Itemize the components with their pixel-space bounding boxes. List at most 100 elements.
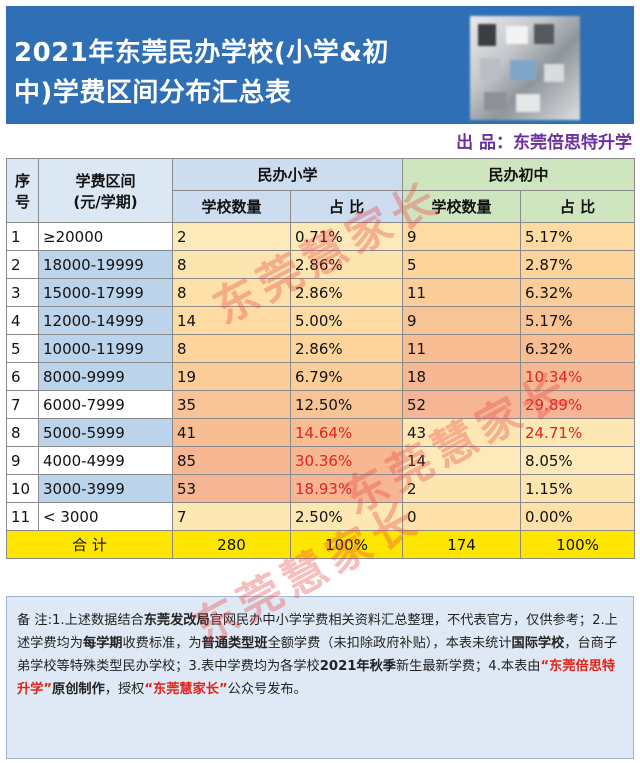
middle-count-cell: 9: [402, 222, 522, 251]
primary-ratio-cell: 2.86%: [289, 278, 404, 307]
row-index: 6: [6, 362, 39, 391]
header-primary-ratio: 占 比: [289, 190, 404, 223]
note-text: ，授权: [104, 682, 145, 697]
total-primary-ratio: 100%: [289, 530, 404, 559]
table-row: 9 4000-4999 85 30.36% 14 8.05%: [6, 446, 636, 475]
primary-ratio-cell: 6.79%: [289, 362, 404, 391]
middle-count-cell: 11: [402, 334, 522, 363]
producer-label: 出 品：东莞倍思特升学: [456, 133, 632, 153]
table-row: 5 10000-11999 8 2.86% 11 6.32%: [6, 334, 636, 363]
table-body: 1 ≥20000 2 0.71% 9 5.17% 2 18000-19999 8 2.86% 5 2.…: [6, 222, 636, 531]
row-index: 4: [6, 306, 39, 335]
total-row: 合 计 280 100% 174 100%: [6, 530, 636, 559]
middle-ratio-cell: 10.34%: [520, 362, 636, 391]
primary-ratio-cell: 2.50%: [289, 502, 404, 531]
primary-count-cell: 2: [172, 222, 291, 251]
table-row: 4 12000-14999 14 5.00% 9 5.17%: [6, 306, 636, 335]
primary-count-cell: 7: [172, 502, 291, 531]
row-index: 8: [6, 418, 39, 447]
note-bold: 2021年秋季: [319, 659, 396, 674]
middle-count-cell: 43: [402, 418, 522, 447]
header-index: 序 号: [6, 158, 39, 223]
header-middle-school: 民办初中: [402, 158, 636, 191]
table-row: 6 8000-9999 19 6.79% 18 10.34%: [6, 362, 636, 391]
note-text: 新生最新学费；4.本表由: [396, 659, 541, 674]
row-index: 1: [6, 222, 39, 251]
note-text: 官网民办中小学学费相关资料汇总整理，不代表官方，仅供参考；2.上述学费均为: [17, 613, 618, 651]
row-index: 11: [6, 502, 39, 531]
header-fee-range: 学费区间 (元/学期): [38, 158, 173, 223]
fee-range-cell: 6000-7999: [38, 390, 173, 419]
primary-ratio-cell: 12.50%: [289, 390, 404, 419]
note-red: “东莞慧家长”: [144, 682, 228, 697]
middle-count-cell: 2: [402, 474, 522, 503]
title-line-1: 2021年东莞民办学校(小学&初: [14, 38, 389, 68]
note-bold: 国际学校: [511, 636, 565, 651]
table-row: 2 18000-19999 8 2.86% 5 2.87%: [6, 250, 636, 279]
middle-ratio-cell: 24.71%: [520, 418, 636, 447]
note-text: 全额学费（未扣除政府补贴），本表未统计: [267, 636, 512, 651]
middle-count-cell: 9: [402, 306, 522, 335]
header-primary-count: 学校数量: [172, 190, 291, 223]
middle-count-cell: 11: [402, 278, 522, 307]
middle-ratio-cell: 5.17%: [520, 306, 636, 335]
note-bold: 普通类型班: [201, 636, 268, 651]
fee-range-cell: ≥20000: [38, 222, 173, 251]
fee-range-cell: 8000-9999: [38, 362, 173, 391]
row-index: 2: [6, 250, 39, 279]
middle-count-cell: 52: [402, 390, 522, 419]
table-row: 3 15000-17999 8 2.86% 11 6.32%: [6, 278, 636, 307]
fee-range-cell: < 3000: [38, 502, 173, 531]
total-primary-count: 280: [172, 530, 291, 559]
total-middle-count: 174: [402, 530, 522, 559]
primary-count-cell: 19: [172, 362, 291, 391]
primary-count-cell: 8: [172, 278, 291, 307]
note-text: ，台商子弟学校等特殊类型民办学校；3.表中学费均为各学校: [17, 636, 618, 674]
fee-range-cell: 18000-19999: [38, 250, 173, 279]
primary-count-cell: 53: [172, 474, 291, 503]
middle-ratio-cell: 5.17%: [520, 222, 636, 251]
fee-range-cell: 4000-4999: [38, 446, 173, 475]
notes-box: 备 注:1.上述数据结合东莞发改局官网民办中小学学费相关资料汇总整理，不代表官方…: [6, 596, 634, 759]
middle-ratio-cell: 1.15%: [520, 474, 636, 503]
header-range-line1: 学费区间: [75, 171, 136, 190]
primary-ratio-cell: 2.86%: [289, 250, 404, 279]
primary-count-cell: 41: [172, 418, 291, 447]
table-row: 7 6000-7999 35 12.50% 52 29.89%: [6, 390, 636, 419]
primary-count-cell: 8: [172, 250, 291, 279]
primary-ratio-cell: 30.36%: [289, 446, 404, 475]
middle-ratio-cell: 29.89%: [520, 390, 636, 419]
title-banner: 2021年东莞民办学校(小学&初 中)学费区间分布汇总表: [6, 6, 634, 124]
fee-range-cell: 10000-11999: [38, 334, 173, 363]
primary-ratio-cell: 2.86%: [289, 334, 404, 363]
header-primary-school: 民办小学: [171, 158, 404, 191]
middle-ratio-cell: 6.32%: [520, 334, 636, 363]
fee-range-cell: 3000-3999: [38, 474, 173, 503]
middle-ratio-cell: 6.32%: [520, 278, 636, 307]
fee-range-cell: 5000-5999: [38, 418, 173, 447]
primary-ratio-cell: 14.64%: [289, 418, 404, 447]
middle-ratio-cell: 2.87%: [520, 250, 636, 279]
middle-ratio-cell: 0.00%: [520, 502, 636, 531]
primary-count-cell: 14: [172, 306, 291, 335]
row-index: 5: [6, 334, 39, 363]
note-text: 公众号发布。: [227, 682, 307, 697]
blurred-qr-image: [470, 16, 580, 120]
table-row: 1 ≥20000 2 0.71% 9 5.17%: [6, 222, 636, 251]
middle-count-cell: 14: [402, 446, 522, 475]
table-row: 8 5000-5999 41 14.64% 43 24.71%: [6, 418, 636, 447]
title-line-2: 中)学费区间分布汇总表: [14, 78, 292, 108]
primary-ratio-cell: 18.93%: [289, 474, 404, 503]
fee-range-cell: 12000-14999: [38, 306, 173, 335]
note-text: 备 注:1.上述数据结合: [17, 613, 144, 628]
header-middle-ratio: 占 比: [520, 190, 636, 223]
primary-count-cell: 85: [172, 446, 291, 475]
primary-ratio-cell: 5.00%: [289, 306, 404, 335]
row-index: 7: [6, 390, 39, 419]
primary-count-cell: 8: [172, 334, 291, 363]
table-row: 10 3000-3999 53 18.93% 2 1.15%: [6, 474, 636, 503]
primary-ratio-cell: 0.71%: [289, 222, 404, 251]
note-bold: 每学期: [82, 636, 123, 651]
middle-ratio-cell: 8.05%: [520, 446, 636, 475]
total-middle-ratio: 100%: [520, 530, 636, 559]
